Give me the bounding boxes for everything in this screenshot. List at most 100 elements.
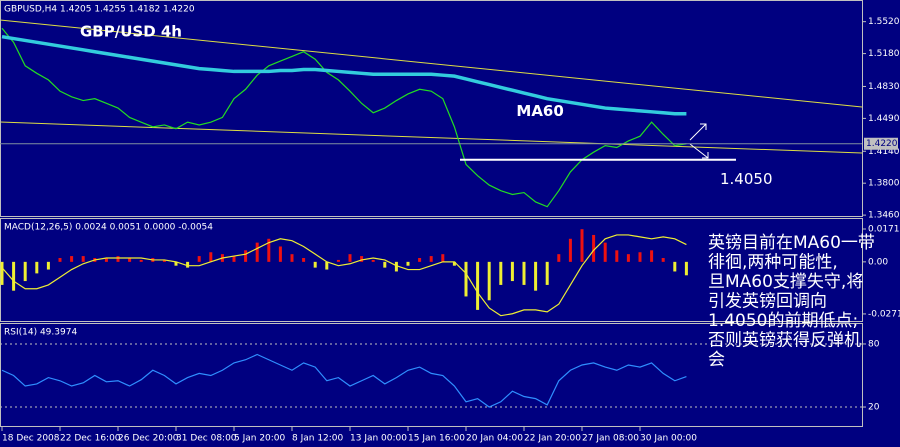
histogram-bar — [360, 256, 364, 262]
annotation: GBP/USD 4h — [80, 23, 182, 41]
histogram-bar — [499, 261, 503, 285]
note-line: 英镑目前在MA60一带 — [708, 233, 875, 253]
histogram-bar — [209, 252, 213, 262]
histogram-bar — [278, 246, 282, 262]
histogram-bar — [348, 254, 352, 262]
y-tick-label: 0.0171 — [868, 224, 900, 234]
histogram-bar — [186, 261, 190, 268]
histogram-bar — [568, 238, 572, 262]
histogram-bar — [684, 261, 688, 276]
note-line: 1.4050的前期低点; — [708, 311, 858, 331]
panel-border — [0, 0, 863, 217]
histogram-bar — [476, 261, 480, 310]
histogram-bar — [545, 261, 549, 285]
x-tick-label: 22 Dec 16:00 — [60, 434, 121, 444]
note-line: 徘徊,两种可能性, — [708, 253, 838, 273]
x-tick-label: 13 Jan 00:00 — [350, 434, 407, 444]
histogram-bar — [603, 242, 607, 262]
histogram-bar — [418, 258, 422, 262]
y-tick-label: 1.3460 — [868, 211, 900, 221]
y-tick-label: 1.5180 — [868, 49, 900, 59]
histogram-bar — [232, 256, 236, 262]
histogram-bar — [81, 256, 85, 262]
histogram-bar — [46, 261, 50, 270]
x-tick-label: 5 Jan 20:00 — [234, 434, 286, 444]
series-line — [1, 27, 687, 208]
panel-title: RSI(14) 49.3974 — [4, 328, 77, 338]
trendline — [0, 19, 863, 108]
y-tick-label: 20 — [868, 403, 880, 413]
last-price-box — [864, 137, 898, 150]
y-tick-label: -0.0271 — [868, 309, 900, 319]
histogram-bar — [12, 261, 16, 291]
panel-title: MACD(12,26,5) 0.0024 0.0051 0.0000 -0.00… — [4, 223, 213, 233]
histogram-bar — [429, 256, 433, 262]
arrows — [689, 123, 709, 159]
series-label: MA60 — [516, 102, 563, 120]
histogram-bar — [487, 261, 491, 301]
histogram-bar — [650, 250, 654, 262]
y-tick-label: 1.4490 — [868, 114, 900, 124]
note-line: 旦MA60支撑失守,将 — [708, 272, 863, 292]
y-tick-label: 1.4830 — [868, 82, 900, 92]
histogram-bar — [302, 258, 306, 262]
histogram-bar — [534, 261, 538, 291]
note-line: 会 — [708, 350, 725, 370]
x-tick-label: 15 Jan 16:00 — [408, 434, 465, 444]
histogram-bar — [162, 259, 166, 262]
histogram-bar — [673, 261, 677, 272]
histogram-bar — [58, 258, 62, 262]
histogram-bar — [290, 254, 294, 262]
histogram-bar — [522, 261, 526, 285]
histogram-bar — [557, 254, 561, 262]
histogram-bar — [371, 259, 375, 262]
histogram-bar — [139, 259, 143, 262]
x-tick-label: 18 Dec 2008 — [2, 434, 60, 444]
note-line: 引发英镑回调向 — [708, 292, 827, 312]
histogram-bar — [104, 258, 108, 262]
histogram-bar — [452, 261, 456, 266]
y-tick-label: 1.4140 — [868, 147, 900, 157]
trendline — [0, 121, 863, 154]
histogram-bar — [464, 261, 468, 297]
histogram-bar — [592, 234, 596, 262]
series-line — [1, 34, 687, 116]
histogram-bar — [394, 261, 398, 272]
x-tick-label: 31 Dec 08:00 — [176, 434, 237, 444]
histogram-bar — [383, 261, 387, 268]
histogram-bar — [255, 242, 259, 262]
support-label: 1.4050 — [720, 170, 773, 188]
y-tick-label: 80 — [868, 339, 880, 349]
x-tick-label: 26 Dec 20:00 — [118, 434, 179, 444]
histogram-bar — [244, 250, 248, 262]
note-line: 否则英镑获得反弹机 — [708, 331, 861, 351]
histogram-bar — [615, 250, 619, 262]
last-price-label: 1.4220 — [866, 139, 898, 149]
histogram-bar — [35, 261, 39, 274]
histogram-bar — [116, 256, 120, 262]
histogram-bar — [70, 256, 74, 262]
y-tick-label: 1.5520 — [868, 17, 900, 27]
x-tick-label: 22 Jan 20:00 — [524, 434, 581, 444]
histogram-bar — [638, 252, 642, 262]
histogram-bar — [510, 261, 514, 282]
histogram-bar — [325, 261, 329, 270]
histogram-bar — [580, 229, 584, 262]
histogram-bar — [626, 254, 630, 262]
histogram-bar — [336, 259, 340, 262]
y-tick-label: 0.00 — [868, 257, 888, 267]
x-tick-label: 8 Jan 12:00 — [292, 434, 344, 444]
panel-border — [0, 323, 863, 427]
histogram-bar — [128, 258, 132, 262]
histogram-bar — [313, 261, 317, 268]
panel-title: GBPUSD,H4 1.4205 1.4255 1.4182 1.4220 — [4, 5, 195, 15]
histogram-bar — [197, 256, 201, 262]
histogram-bar — [441, 254, 445, 262]
histogram-bar — [174, 261, 178, 266]
histogram-bar — [267, 238, 271, 262]
y-tick-label: 1.3800 — [868, 179, 900, 189]
x-tick-label: 30 Jan 00:00 — [640, 434, 697, 444]
histogram-bar — [0, 261, 4, 285]
